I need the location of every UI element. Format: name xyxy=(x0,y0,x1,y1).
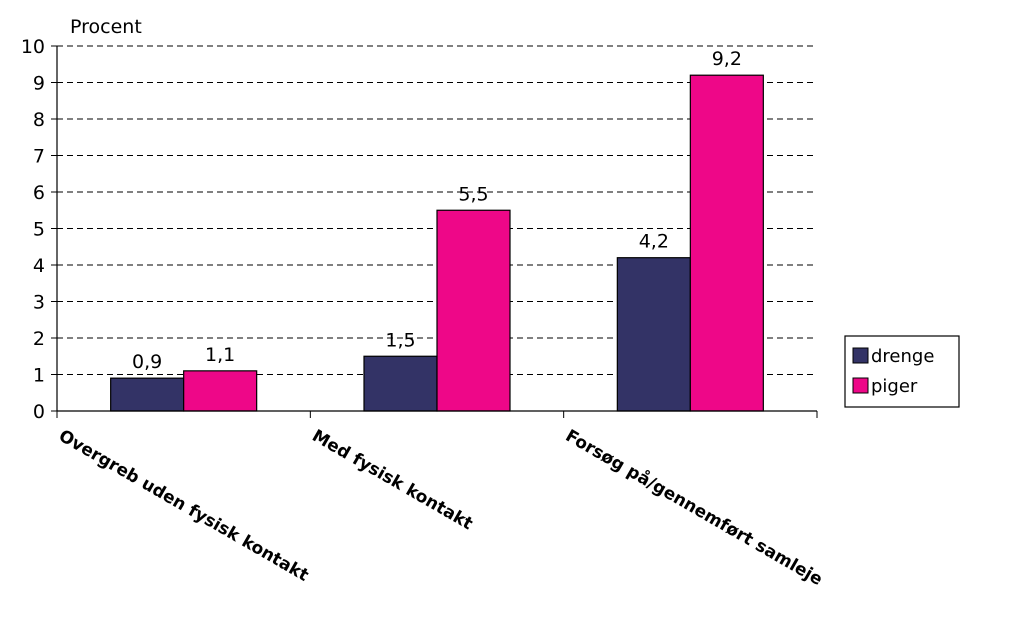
y-tick-label: 9 xyxy=(33,73,45,95)
y-tick-label: 7 xyxy=(33,146,45,168)
y-tick-label: 6 xyxy=(33,182,45,204)
y-tick-label: 10 xyxy=(21,36,45,58)
bar-drenge xyxy=(110,377,185,412)
bar-piger xyxy=(689,74,764,412)
data-label: 0,9 xyxy=(132,351,162,373)
bar-piger xyxy=(436,209,511,412)
y-tick-label: 0 xyxy=(33,401,45,423)
legend-swatch xyxy=(852,347,869,364)
y-tick-label: 3 xyxy=(33,292,45,314)
legend-label: drenge xyxy=(871,346,934,367)
data-label: 5,5 xyxy=(458,183,488,205)
y-tick-labels: 0 1 2 3 4 5 6 7 8 9 10 xyxy=(21,36,45,423)
category-label: Overgreb uden fysisk kontakt xyxy=(55,426,312,586)
data-labels: 0,9 1,1 1,5 5,5 4,2 9,2 xyxy=(132,48,742,373)
bar-drenge xyxy=(616,257,691,412)
category-label: Med fysisk kontakt xyxy=(309,426,477,534)
data-label: 1,5 xyxy=(385,329,415,351)
y-tick-label: 8 xyxy=(33,109,45,131)
bars xyxy=(110,74,764,412)
data-label: 9,2 xyxy=(712,48,742,70)
data-label: 4,2 xyxy=(639,231,669,253)
y-axis-title: Procent xyxy=(70,16,142,38)
y-tick-label: 1 xyxy=(33,365,45,387)
y-tick-label: 2 xyxy=(33,328,45,350)
y-tick-label: 5 xyxy=(33,219,45,241)
category-label: Forsøg på/gennemført samleje xyxy=(562,424,827,590)
axes xyxy=(51,45,818,418)
bar-piger xyxy=(183,370,258,412)
y-tick-label: 4 xyxy=(33,255,45,277)
legend-label: piger xyxy=(871,376,918,397)
bar-drenge xyxy=(363,355,438,412)
data-label: 1,1 xyxy=(205,344,235,366)
legend-swatch xyxy=(852,377,869,394)
legend: drenge piger xyxy=(844,335,960,408)
